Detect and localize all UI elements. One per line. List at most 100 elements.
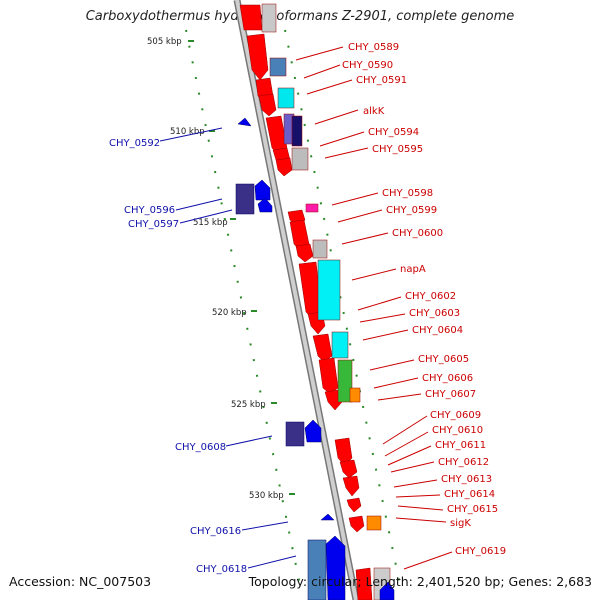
- forward-genes: [239, 3, 391, 600]
- gene-arrow[interactable]: [257, 197, 273, 213]
- gene-box[interactable]: [285, 421, 305, 447]
- gene-box[interactable]: [331, 331, 349, 359]
- gene-label-chy-0596[interactable]: CHY_0596: [124, 205, 175, 216]
- leader-line: [175, 198, 223, 211]
- gene-box[interactable]: [235, 183, 255, 215]
- leader-line: [395, 517, 447, 523]
- gene-label-chy-0599[interactable]: CHY_0599: [386, 205, 437, 216]
- gene-box[interactable]: [261, 3, 277, 33]
- gene-arrow[interactable]: [379, 581, 395, 600]
- gene-arrow[interactable]: [318, 357, 339, 395]
- gene-arrow[interactable]: [295, 243, 314, 263]
- tick-label: 505 kbp: [147, 37, 182, 47]
- gene-arrow[interactable]: [325, 535, 346, 600]
- accession-label: Accession: NC_007503: [9, 574, 152, 589]
- gene-arrow[interactable]: [342, 475, 360, 497]
- tick-label: 530 kbp: [249, 491, 284, 501]
- gene-box[interactable]: [277, 87, 295, 109]
- gene-box[interactable]: [291, 115, 303, 147]
- gene-label-chy-0612[interactable]: CHY_0612: [438, 457, 489, 468]
- tick-marks: [188, 40, 295, 495]
- gene-label-chy-0614[interactable]: CHY_0614: [444, 489, 495, 500]
- tick-label: 515 kbp: [193, 218, 228, 228]
- leader-line: [319, 131, 365, 147]
- leader-line: [395, 494, 441, 498]
- gene-label-chy-0613[interactable]: CHY_0613: [441, 474, 492, 485]
- leader-line: [351, 268, 397, 281]
- leader-line: [314, 109, 359, 125]
- leader-line: [403, 551, 453, 570]
- gene-arrow[interactable]: [312, 333, 333, 363]
- gene-label-chy-0590[interactable]: CHY_0590: [342, 60, 393, 71]
- gene-label-chy-0616[interactable]: CHY_0616: [190, 526, 241, 537]
- gene-arrow[interactable]: [320, 513, 335, 521]
- gene-arrow[interactable]: [346, 497, 362, 513]
- gene-label-napa[interactable]: napA: [400, 264, 426, 275]
- gene-label-chy-0606[interactable]: CHY_0606: [422, 373, 473, 384]
- gene-box[interactable]: [337, 359, 353, 403]
- leader-line: [247, 555, 297, 569]
- gene-arrow[interactable]: [246, 33, 269, 81]
- gene-arrow[interactable]: [304, 419, 322, 443]
- gene-label-chy-0602[interactable]: CHY_0602: [405, 291, 456, 302]
- leader-line: [377, 393, 422, 401]
- gene-label-chy-0592[interactable]: CHY_0592: [109, 138, 160, 149]
- leader-line: [397, 505, 444, 511]
- leader-line: [295, 46, 344, 61]
- gene-label-chy-0604[interactable]: CHY_0604: [412, 325, 463, 336]
- gene-box[interactable]: [305, 203, 319, 213]
- tick-label: 510 kbp: [170, 127, 205, 137]
- gene-label-chy-0597[interactable]: CHY_0597: [128, 219, 179, 230]
- leader-line: [362, 329, 409, 341]
- gene-label-chy-0600[interactable]: CHY_0600: [392, 228, 443, 239]
- leader-line: [359, 313, 406, 323]
- leader-line: [384, 431, 429, 457]
- topology-label: Topology: circular; Length: 2,401,520 bp…: [248, 574, 592, 589]
- gene-label-chy-0603[interactable]: CHY_0603: [409, 308, 460, 319]
- gene-label-chy-0589[interactable]: CHY_0589: [348, 42, 399, 53]
- gene-arrow[interactable]: [348, 515, 365, 533]
- backbone: [233, 0, 360, 600]
- leader-line: [341, 232, 389, 245]
- gene-label-chy-0610[interactable]: CHY_0610: [432, 425, 483, 436]
- gene-label-chy-0605[interactable]: CHY_0605: [418, 354, 469, 365]
- gene-arrow[interactable]: [258, 93, 277, 117]
- gene-arrow[interactable]: [355, 567, 373, 600]
- gene-arrow[interactable]: [339, 459, 358, 479]
- gene-box[interactable]: [317, 259, 341, 321]
- gene-label-chy-0615[interactable]: CHY_0615: [447, 504, 498, 515]
- gene-label-chy-0611[interactable]: CHY_0611: [435, 440, 486, 451]
- gene-label-alkk[interactable]: alkK: [363, 106, 385, 117]
- gene-label-chy-0619[interactable]: CHY_0619: [455, 546, 506, 557]
- gene-arrow[interactable]: [275, 157, 293, 177]
- leader-line: [382, 415, 428, 445]
- gene-box[interactable]: [269, 57, 287, 77]
- leader-line: [331, 192, 379, 206]
- gene-label-chy-0595[interactable]: CHY_0595: [372, 144, 423, 155]
- gene-box[interactable]: [307, 539, 327, 600]
- gene-arrow[interactable]: [237, 117, 252, 127]
- gene-box[interactable]: [291, 147, 309, 171]
- tick-label: 525 kbp: [231, 400, 266, 410]
- gene-label-chy-0608[interactable]: CHY_0608: [175, 442, 226, 453]
- gene-box[interactable]: [349, 387, 361, 403]
- gene-label-chy-0598[interactable]: CHY_0598: [382, 188, 433, 199]
- gene-box[interactable]: [312, 239, 328, 259]
- leader-line: [303, 64, 341, 79]
- gene-arrow[interactable]: [239, 4, 263, 31]
- leader-line: [393, 479, 438, 488]
- gene-box[interactable]: [366, 515, 382, 531]
- leader-line: [387, 445, 432, 466]
- gene-label-chy-0591[interactable]: CHY_0591: [356, 75, 407, 86]
- gene-label-chy-0618[interactable]: CHY_0618: [196, 564, 247, 575]
- gene-arrow[interactable]: [254, 179, 271, 201]
- leader-line: [241, 521, 289, 531]
- leader-line: [373, 377, 419, 389]
- gene-label-sigk[interactable]: sigK: [450, 518, 471, 529]
- gene-label-chy-0594[interactable]: CHY_0594: [368, 127, 419, 138]
- gene-label-chy-0609[interactable]: CHY_0609: [430, 410, 481, 421]
- gene-label-chy-0607[interactable]: CHY_0607: [425, 389, 476, 400]
- leader-line: [306, 79, 353, 95]
